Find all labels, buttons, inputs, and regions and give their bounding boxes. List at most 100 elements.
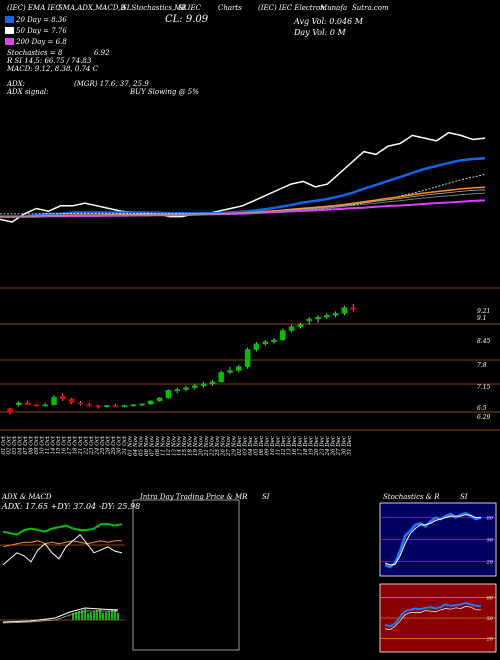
date-label: 31 Oct bbox=[122, 435, 128, 454]
date-label: 11 Oct bbox=[45, 435, 51, 454]
date-label: 23 Dec bbox=[320, 436, 326, 457]
ema200-swatch bbox=[5, 38, 14, 45]
candle-body bbox=[288, 326, 295, 331]
macd-histogram-bar bbox=[75, 612, 77, 620]
date-label: 20 Dec bbox=[314, 436, 320, 457]
macd-histogram-bar bbox=[87, 613, 89, 620]
date-label: 19 Dec bbox=[309, 436, 315, 456]
stochastics-label: Stochastics = 8 bbox=[7, 49, 63, 57]
date-label: 21 Nov bbox=[204, 435, 210, 457]
macd-histogram-bar bbox=[90, 612, 92, 620]
rsi-line bbox=[384, 601, 482, 628]
header-word: (IEC) IEC Electron bbox=[258, 4, 325, 12]
adx-readout: ADX: 17.65 +DY: 37.04 -DY: 25.98 bbox=[2, 502, 141, 511]
header-word: Sutra.com bbox=[352, 4, 389, 12]
y-tick-label: 9.21 bbox=[477, 308, 490, 315]
adx-value: (MGR) 17.6, 37, 25.9 bbox=[74, 80, 149, 88]
adx-macd-title: ADX & MACD bbox=[2, 493, 52, 501]
date-label: 10 Oct bbox=[39, 435, 45, 454]
date-label: 29 Oct bbox=[111, 435, 117, 455]
header-word: SI IEC bbox=[178, 4, 202, 12]
date-label: 29 Nov bbox=[232, 435, 238, 457]
candle-body bbox=[86, 404, 92, 407]
date-label: 28 Oct bbox=[105, 435, 111, 455]
date-label: 01 Oct bbox=[1, 435, 7, 454]
date-label: 27 Dec bbox=[336, 436, 342, 457]
stoch-tick-label: 50 bbox=[487, 538, 494, 544]
stoch-tick-label: 20 bbox=[486, 559, 494, 565]
ema50-swatch bbox=[5, 27, 14, 34]
y-tick-label: 8.45 bbox=[477, 338, 491, 345]
candle-body bbox=[227, 370, 233, 373]
date-label: 09 Dec bbox=[265, 436, 271, 456]
avg-volume: Avg Vol: 0.046 M bbox=[294, 17, 363, 26]
y-tick-label: 6.5 bbox=[477, 405, 487, 412]
candle-body bbox=[24, 402, 31, 406]
date-label: 30 Dec bbox=[342, 436, 348, 456]
candle-body bbox=[68, 398, 75, 404]
date-label: 02 Dec bbox=[237, 436, 243, 456]
candle-body bbox=[192, 385, 198, 388]
candle-body bbox=[121, 405, 128, 407]
stoch-rsi-title-2: SI bbox=[460, 493, 468, 501]
y-tick-label: 6.29 bbox=[477, 414, 491, 421]
stoch-tick-label: 80 bbox=[487, 516, 494, 522]
date-label: 11 Nov bbox=[160, 435, 166, 456]
macd-histogram-bar bbox=[105, 612, 107, 620]
date-label: 10 Dec bbox=[270, 436, 276, 456]
stochastics-value: 6.92 bbox=[94, 49, 110, 57]
date-label: 21 Oct bbox=[78, 435, 84, 455]
header-word: Charts bbox=[218, 4, 242, 12]
date-label: 24 Oct bbox=[94, 435, 100, 455]
date-label: 03 Dec bbox=[243, 436, 249, 456]
macd-histogram-bar bbox=[93, 611, 95, 620]
stoch-d-line bbox=[384, 514, 481, 566]
date-label: 23 Oct bbox=[89, 435, 95, 455]
macd-label: MACD: 9.12, 8.38, 0.74 C bbox=[7, 65, 99, 73]
date-label: 01 Nov bbox=[127, 435, 133, 456]
ema-grey-line-2 bbox=[0, 192, 486, 218]
date-label: 07 Oct bbox=[23, 435, 29, 454]
date-label: 20 Nov bbox=[199, 435, 205, 457]
date-label: 16 Dec bbox=[292, 436, 298, 456]
candle-body bbox=[104, 405, 110, 407]
intraday-panel bbox=[132, 499, 240, 651]
date-label: 18 Dec bbox=[303, 436, 309, 456]
day-volume: Day Vol: 0 M bbox=[294, 28, 346, 37]
y-tick-label: 9.1 bbox=[477, 315, 487, 322]
close-label: CL: 9.09 bbox=[165, 14, 209, 25]
plus-dy-line bbox=[2, 523, 123, 536]
candle-body bbox=[297, 324, 304, 327]
candle-body bbox=[156, 397, 163, 402]
rsi-label: R SI 14,5: 66.75 / 74.83 bbox=[7, 57, 92, 65]
macd-histogram-bar bbox=[78, 611, 80, 620]
price-line bbox=[0, 131, 486, 223]
date-label: 16 Oct bbox=[61, 435, 67, 454]
date-label: 13 Nov bbox=[171, 435, 177, 456]
stoch-k-line bbox=[384, 511, 482, 569]
date-label: 22 Nov bbox=[210, 435, 216, 457]
header-word: (IEC) EMA IEC bbox=[7, 4, 61, 12]
date-label: 09 Oct bbox=[34, 435, 40, 454]
date-label: 24 Dec bbox=[325, 436, 331, 457]
candle-body bbox=[200, 383, 207, 386]
candle-body bbox=[236, 366, 242, 371]
candle-body bbox=[262, 341, 268, 345]
macd-histogram-bar bbox=[72, 613, 74, 620]
stoch-rsi-title: Stochastics & R bbox=[383, 493, 440, 501]
rsi-tick-label: 20 bbox=[486, 636, 494, 642]
candle-body bbox=[42, 404, 48, 407]
date-label: 04 Nov bbox=[133, 435, 139, 456]
candle-body bbox=[112, 405, 119, 407]
date-label: 05 Nov bbox=[138, 435, 144, 456]
header-word: Munafa bbox=[320, 4, 348, 12]
date-label: 19 Nov bbox=[193, 435, 199, 456]
y-tick-label: 7.8 bbox=[477, 362, 487, 369]
candle-body bbox=[165, 390, 172, 399]
rsi-signal-line bbox=[384, 606, 481, 630]
macd-histogram-bar bbox=[99, 609, 101, 620]
candle-body bbox=[130, 404, 136, 407]
header-word: SLStochastics,MR bbox=[122, 4, 187, 12]
macd-histogram-bar bbox=[108, 611, 110, 620]
